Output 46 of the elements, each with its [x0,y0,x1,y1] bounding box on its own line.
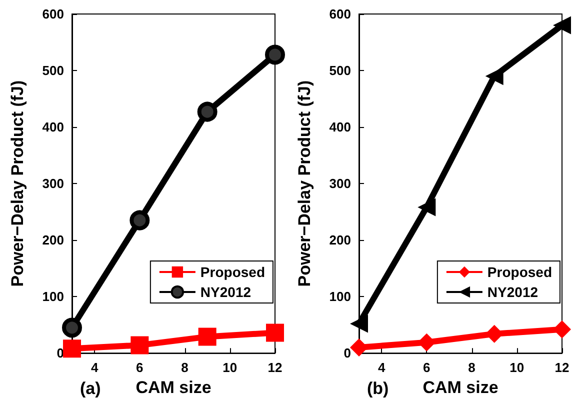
y-tick-label: 500 [42,63,64,78]
x-tick-label: 10 [222,360,238,376]
y-axis-title: Power−Delay Product (fJ) [295,80,314,287]
point [130,210,150,230]
legend-label: NY2012 [487,284,538,300]
y-tick-label: 300 [42,176,64,192]
point [553,320,571,338]
y-tick-label: 100 [329,289,351,304]
point [350,314,368,333]
x-tick-label: 6 [136,360,144,376]
point [130,336,149,354]
x-tick-label: 12 [268,360,282,376]
point [63,340,81,358]
point [553,16,571,34]
y-tick-label: 400 [42,120,64,135]
text: (b) [367,379,389,398]
x-tick-label: 8 [468,360,476,376]
y-tick-label: 300 [329,176,351,192]
x-tick-label: 6 [423,360,430,376]
x-tick-label: 8 [181,360,188,376]
point [62,318,82,338]
text: (a) [80,379,101,398]
y-tick-label: 0 [344,346,351,361]
y-tick-label: 200 [329,232,351,248]
y-tick-label: 400 [329,120,351,135]
x-tick-label: 12 [554,360,570,376]
point [198,328,216,346]
y-tick-label: 500 [329,63,351,78]
x-tick-label: 10 [510,360,524,376]
x-axis-title: CAM size [422,378,498,397]
y-tick-label: 600 [42,6,64,22]
legend-label: Proposed [200,264,266,280]
legend-label: Proposed [487,264,552,280]
x-tick-label: 4 [90,360,99,376]
y-tick-label: 600 [329,6,351,22]
x-tick-label: 4 [378,360,386,376]
legend-label: NY2012 [200,284,252,300]
point [265,44,285,65]
point [266,324,284,342]
point [418,198,436,216]
y-tick-label: 100 [42,289,64,304]
y-axis-title: Power−Delay Product (fJ) [8,80,27,287]
y-tick-label: 200 [42,232,64,248]
point [485,67,504,86]
point [197,102,218,122]
x-axis-title: CAM size [136,378,212,397]
